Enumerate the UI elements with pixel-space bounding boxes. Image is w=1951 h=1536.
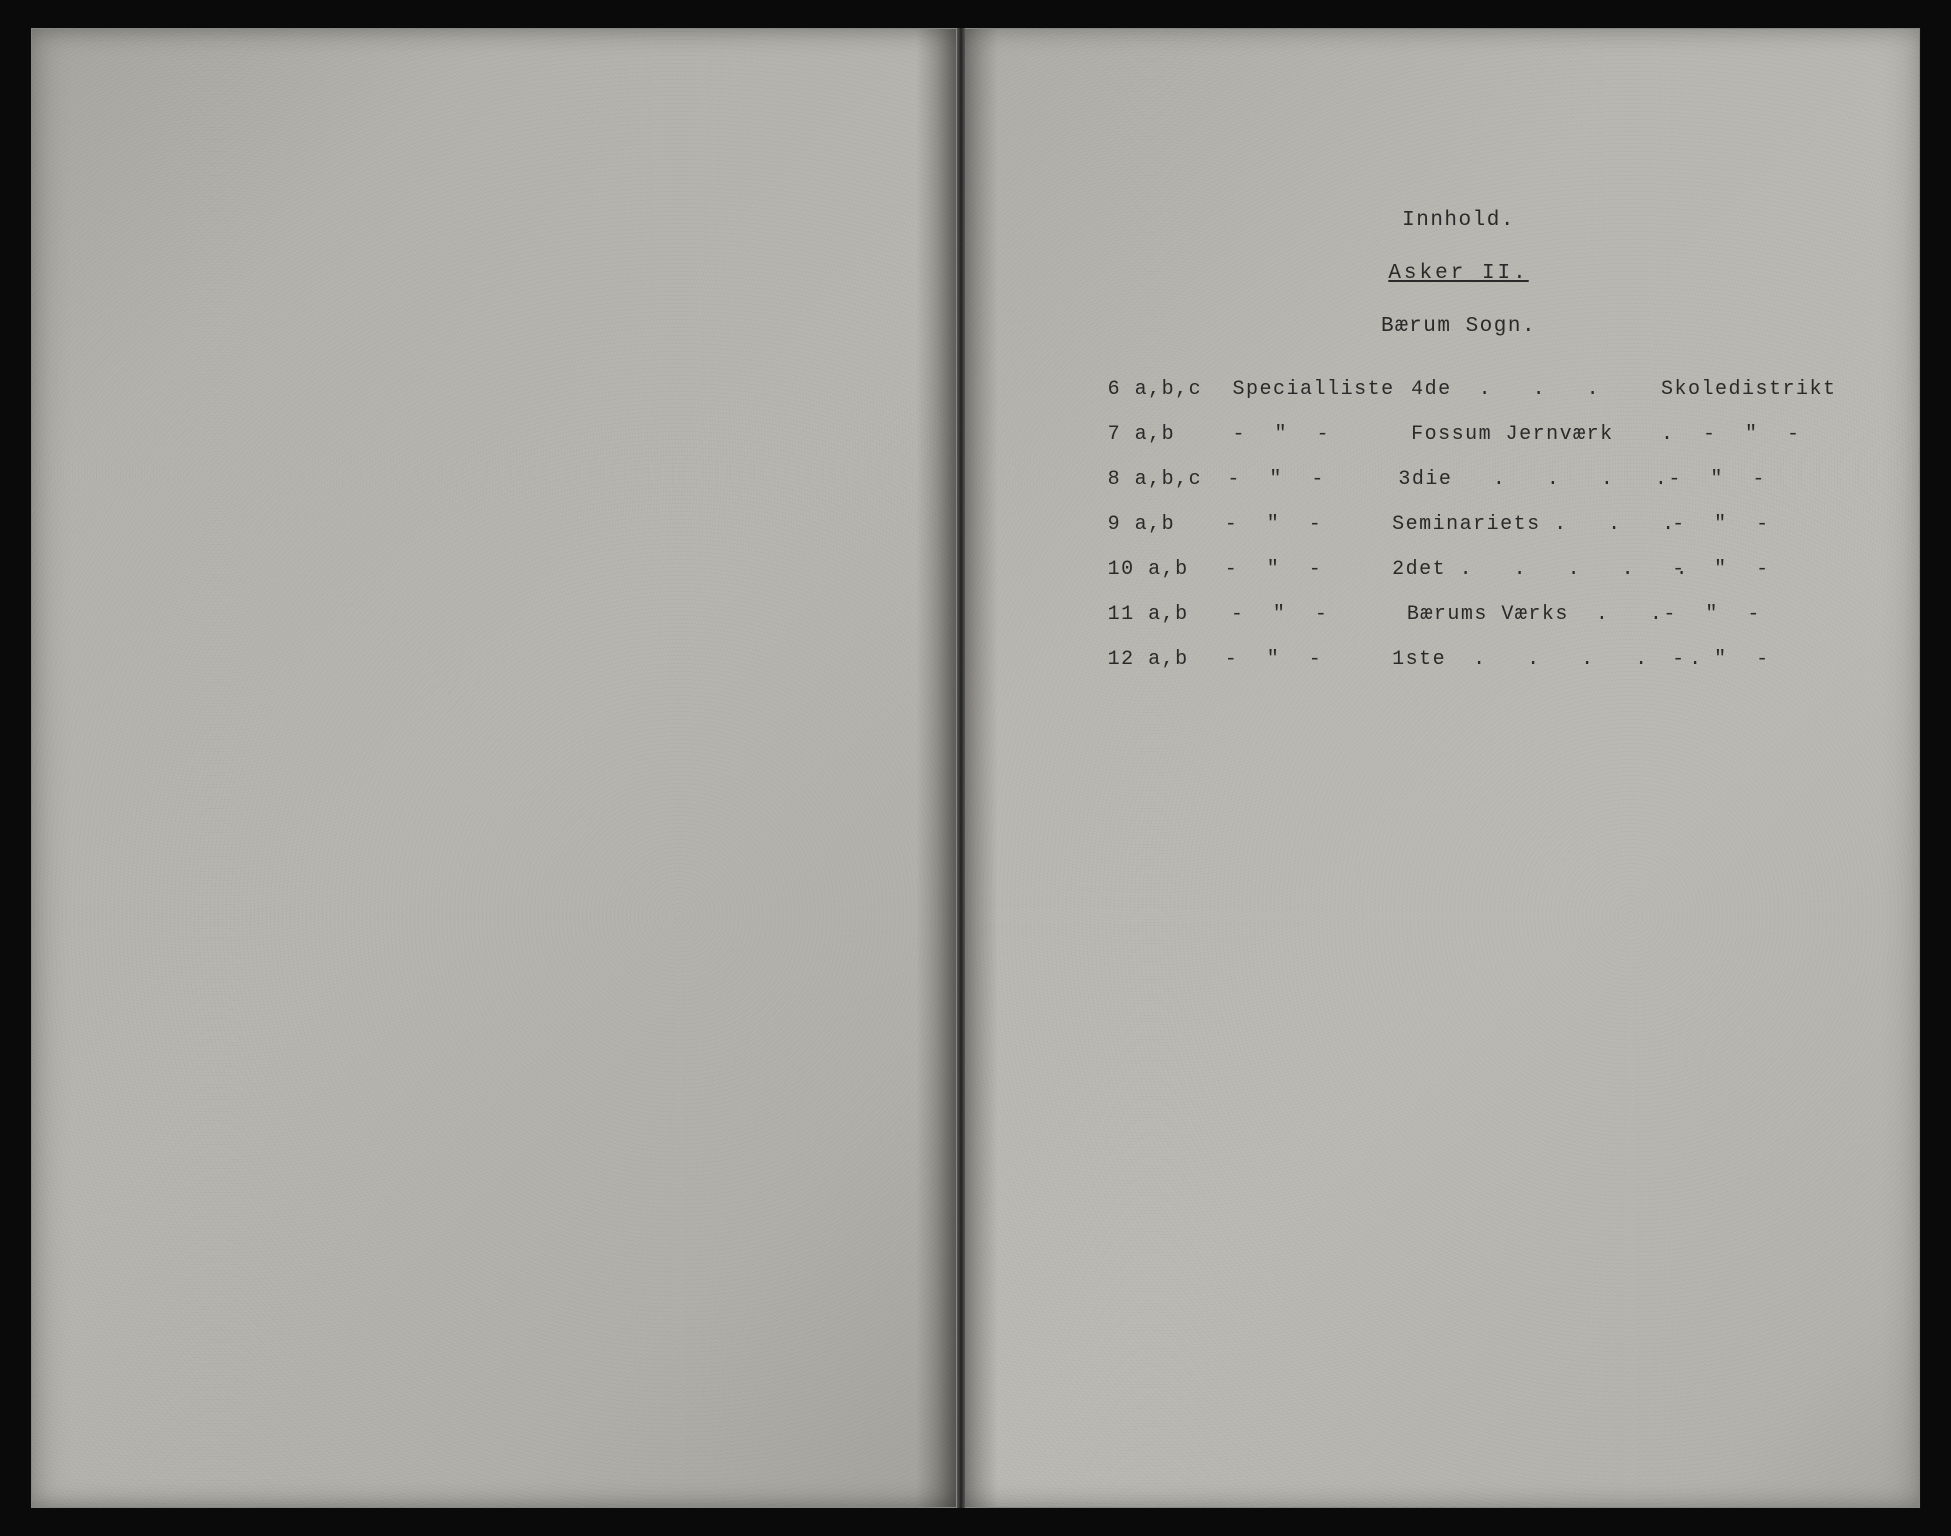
table-row: 9 a,b - " - Seminariets . . . - " - — [1108, 513, 1840, 536]
heading-innhold: Innhold. — [1078, 209, 1840, 232]
cell-id: 12 a,b — [1108, 648, 1225, 671]
cell-district: - " - — [1672, 513, 1839, 536]
cell-desc: Bærums Værks . . — [1407, 603, 1664, 626]
page-content: Innhold. Asker II. Bærum Sogn. 6 a,b,c S… — [1078, 209, 1840, 671]
table-row: 7 a,b - " - Fossum Jernværk . - " - — [1108, 423, 1840, 446]
cell-desc: 4de . . . — [1411, 378, 1661, 401]
cell-district: - " - — [1672, 558, 1839, 581]
left-page-blank — [31, 28, 957, 1508]
cell-type: - " - — [1225, 513, 1392, 536]
cell-id: 7 a,b — [1108, 423, 1233, 446]
right-page: Innhold. Asker II. Bærum Sogn. 6 a,b,c S… — [957, 28, 1921, 1508]
contents-table: 6 a,b,c Specialliste 4de . . . Skoledist… — [1108, 378, 1840, 671]
cell-id: 9 a,b — [1108, 513, 1225, 536]
cell-type: - " - — [1233, 423, 1412, 446]
cell-type: Specialliste — [1233, 378, 1412, 401]
cell-id: 10 a,b — [1108, 558, 1225, 581]
cell-desc: 3die . . . . — [1398, 468, 1668, 491]
table-row: 8 a,b,c - " - 3die . . . . - " - — [1108, 468, 1840, 491]
cell-type: - " - — [1227, 468, 1398, 491]
table-row: 10 a,b - " - 2det . . . . . - " - — [1108, 558, 1840, 581]
cell-desc: 2det . . . . . — [1392, 558, 1672, 581]
cell-desc: 1ste . . . . . — [1392, 648, 1672, 671]
book-spine — [957, 28, 965, 1508]
cell-type: - " - — [1231, 603, 1407, 626]
cell-type: - " - — [1225, 558, 1392, 581]
paper-texture — [32, 29, 956, 1507]
cell-district: . - " - — [1661, 423, 1840, 446]
cell-id: 6 a,b,c — [1108, 378, 1233, 401]
cell-district: Skoledistrikt — [1661, 378, 1840, 401]
cell-district: - " - — [1672, 648, 1839, 671]
cell-id: 8 a,b,c — [1108, 468, 1228, 491]
table-header-row: 6 a,b,c Specialliste 4de . . . Skoledist… — [1108, 378, 1840, 401]
table-row: 11 a,b - " - Bærums Værks . . - " - — [1108, 603, 1840, 626]
heading-asker: Asker II. — [1078, 262, 1840, 285]
scanned-book-spread: Innhold. Asker II. Bærum Sogn. 6 a,b,c S… — [31, 28, 1921, 1508]
table-row: 12 a,b - " - 1ste . . . . . - " - — [1108, 648, 1840, 671]
cell-type: - " - — [1225, 648, 1392, 671]
cell-desc: Seminariets . . . — [1392, 513, 1672, 536]
cell-id: 11 a,b — [1108, 603, 1231, 626]
heading-sogn: Bærum Sogn. — [1078, 315, 1840, 338]
cell-district: - " - — [1663, 603, 1839, 626]
cell-desc: Fossum Jernværk — [1411, 423, 1661, 446]
cell-district: - " - — [1668, 468, 1839, 491]
